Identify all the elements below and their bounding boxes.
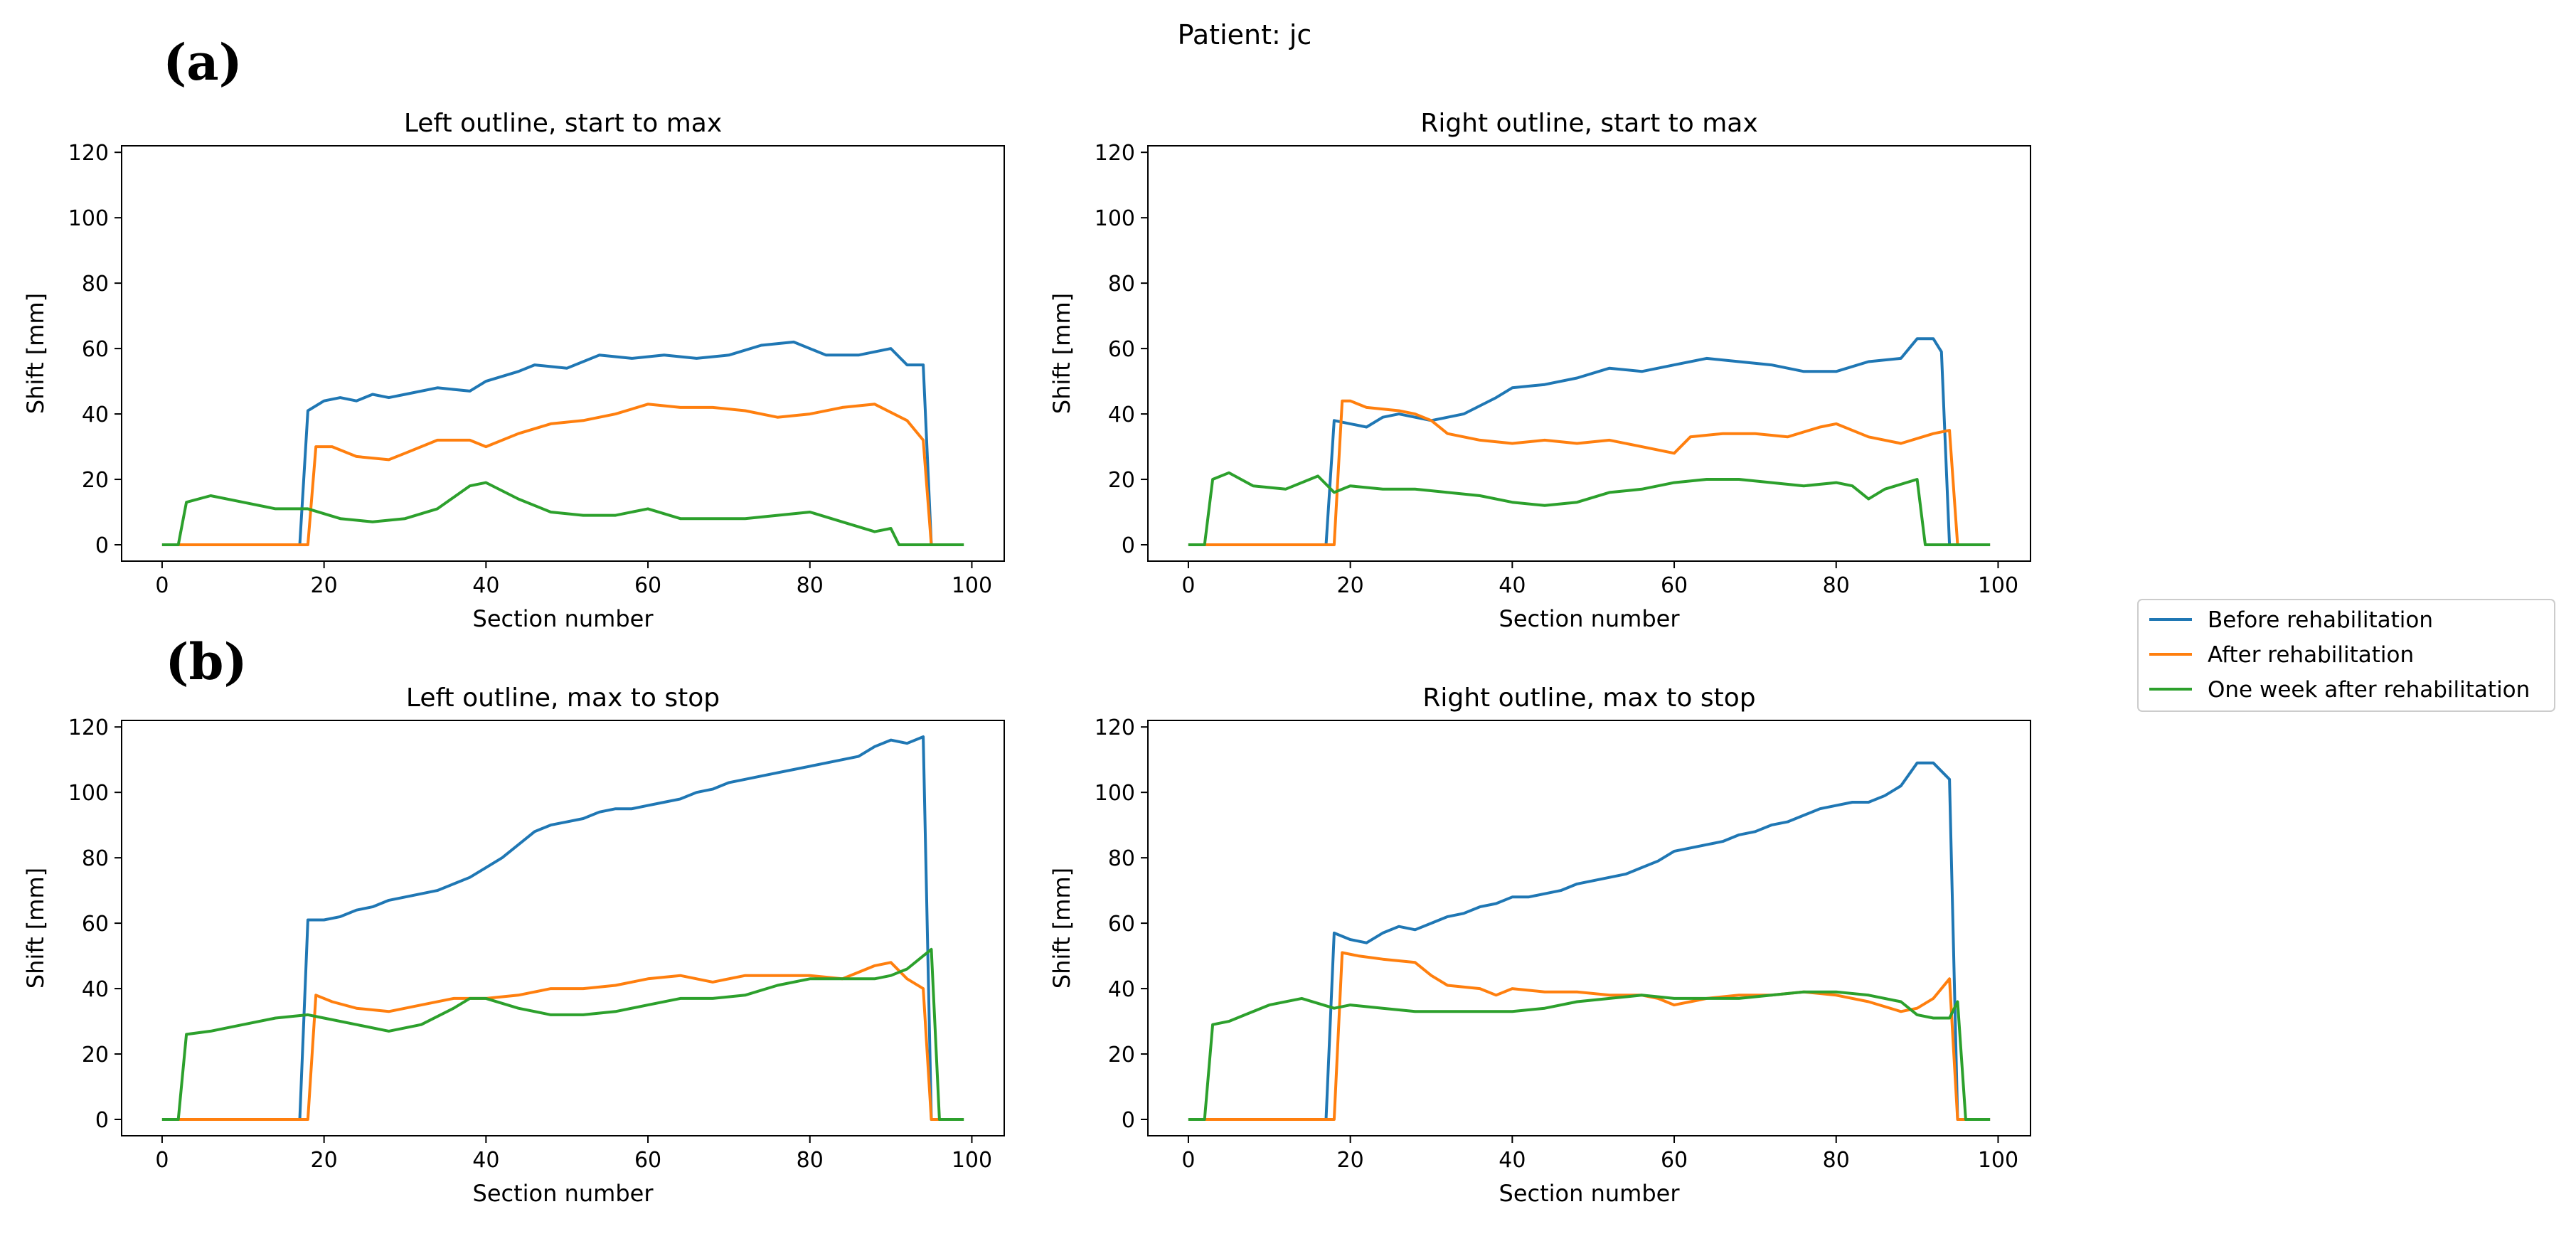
legend: Before rehabilitation After rehabilitatio… xyxy=(2137,599,2555,712)
x-tick-label: 40 xyxy=(1499,573,1526,598)
x-axis-label: Section number xyxy=(473,605,654,632)
x-tick-label: 0 xyxy=(1181,1148,1195,1173)
y-tick-label: 20 xyxy=(82,1043,109,1067)
x-tick-label: 40 xyxy=(472,1148,499,1173)
series-line-before-rehabilitation xyxy=(161,735,964,1121)
y-tick-label: 60 xyxy=(82,337,109,362)
y-tick-label: 40 xyxy=(82,977,109,1002)
y-tick-label: 20 xyxy=(1108,468,1135,493)
subplot-title: Right outline, start to max xyxy=(1420,109,1757,138)
y-axis-label: Shift [mm] xyxy=(22,868,49,989)
x-tick-label: 80 xyxy=(797,573,824,598)
series-line-before-rehabilitation xyxy=(1188,761,1991,1121)
x-tick-label: 60 xyxy=(634,573,661,598)
y-tick-label: 100 xyxy=(68,206,109,231)
x-tick-label: 80 xyxy=(797,1148,824,1173)
y-tick-label: 80 xyxy=(1108,846,1135,871)
y-tick-label: 80 xyxy=(1108,272,1135,297)
subplot-title: Left outline, max to stop xyxy=(406,683,720,713)
subplot-4: Right outline, max to stop 0 20 40 60 80 100 0 2… xyxy=(1048,683,2031,1207)
plot-frame xyxy=(121,720,1005,1136)
x-tick-label: 20 xyxy=(311,1148,338,1173)
series-line-before-rehabilitation xyxy=(1188,337,1991,546)
series-line-after-rehabilitation xyxy=(1188,399,1991,546)
x-tick-label: 0 xyxy=(155,1148,169,1173)
x-tick-label: 0 xyxy=(155,573,169,598)
y-axis-label: Shift [mm] xyxy=(22,293,49,414)
series-line-one-week-after-rehabilitation xyxy=(161,947,964,1121)
y-tick-label: 20 xyxy=(82,468,109,493)
x-tick-label: 60 xyxy=(1661,1148,1688,1173)
series-line-one-week-after-rehabilitation xyxy=(1188,990,1991,1121)
x-tick-label: 20 xyxy=(1337,573,1364,598)
x-tick-label: 20 xyxy=(311,573,338,598)
x-tick-label: 100 xyxy=(952,573,992,598)
panel-label-b: (b) xyxy=(165,632,247,691)
x-tick-label: 60 xyxy=(1661,573,1688,598)
y-tick-label: 20 xyxy=(1108,1043,1135,1067)
y-tick-label: 120 xyxy=(1095,715,1135,740)
subplot-1: Left outline, start to max 0 20 40 60 80 100 0 2… xyxy=(22,109,1005,632)
legend-label-after-rehabilitation: After rehabilitation xyxy=(2208,642,2414,668)
y-tick-label: 0 xyxy=(95,533,109,558)
plot-frame xyxy=(121,145,1005,562)
legend-label-before-rehabilitation: Before rehabilitation xyxy=(2208,607,2433,633)
series-line-after-rehabilitation xyxy=(161,961,964,1121)
x-tick-label: 20 xyxy=(1337,1148,1364,1173)
plots-area: Left outline, start to max 0 20 40 60 80 100 0 2… xyxy=(22,109,2031,1207)
y-tick-label: 60 xyxy=(1108,912,1135,937)
y-tick-label: 100 xyxy=(1095,781,1135,806)
x-tick-label: 0 xyxy=(1181,573,1195,598)
legend-label-one-week-after-rehabilitation: One week after rehabilitation xyxy=(2208,677,2530,703)
y-tick-label: 40 xyxy=(82,403,109,427)
y-tick-label: 120 xyxy=(68,141,109,166)
figure-suptitle: Patient: jc xyxy=(1178,19,1312,50)
plot-frame xyxy=(1147,145,2031,562)
x-tick-label: 80 xyxy=(1823,1148,1850,1173)
legend-frame xyxy=(2137,599,2555,712)
y-tick-label: 60 xyxy=(1108,337,1135,362)
x-tick-label: 60 xyxy=(634,1148,661,1173)
series-line-one-week-after-rehabilitation xyxy=(1188,471,1991,546)
x-tick-label: 100 xyxy=(1978,1148,2018,1173)
series-line-one-week-after-rehabilitation xyxy=(161,481,964,546)
x-axis-label: Section number xyxy=(1499,1180,1681,1207)
y-tick-label: 0 xyxy=(95,1108,109,1133)
x-tick-label: 80 xyxy=(1823,573,1850,598)
y-tick-label: 80 xyxy=(82,846,109,871)
y-tick-label: 100 xyxy=(1095,206,1135,231)
subplot-3: Left outline, max to stop 0 20 40 60 80 100 0 20… xyxy=(22,683,1005,1207)
plot-frame xyxy=(1147,720,2031,1136)
x-axis-label: Section number xyxy=(473,1180,654,1207)
x-tick-label: 40 xyxy=(1499,1148,1526,1173)
y-tick-label: 40 xyxy=(1108,403,1135,427)
series-line-before-rehabilitation xyxy=(161,340,964,546)
y-tick-label: 100 xyxy=(68,781,109,806)
y-tick-label: 80 xyxy=(82,272,109,297)
y-tick-label: 0 xyxy=(1122,533,1135,558)
panel-label-a: (a) xyxy=(163,33,243,92)
y-tick-label: 120 xyxy=(1095,141,1135,166)
x-tick-label: 40 xyxy=(472,573,499,598)
y-tick-label: 40 xyxy=(1108,977,1135,1002)
subplot-2: Right outline, start to max 0 20 40 60 80 100 0… xyxy=(1048,109,2031,632)
x-tick-label: 100 xyxy=(952,1148,992,1173)
y-tick-label: 120 xyxy=(68,715,109,740)
series-line-after-rehabilitation xyxy=(161,403,964,546)
y-tick-label: 60 xyxy=(82,912,109,937)
y-axis-label: Shift [mm] xyxy=(1048,293,1075,414)
subplot-title: Right outline, max to stop xyxy=(1422,683,1755,713)
y-axis-label: Shift [mm] xyxy=(1048,868,1075,989)
x-tick-label: 100 xyxy=(1978,573,2018,598)
subplot-title: Left outline, start to max xyxy=(404,109,722,138)
y-tick-label: 0 xyxy=(1122,1108,1135,1133)
x-axis-label: Section number xyxy=(1499,605,1681,632)
